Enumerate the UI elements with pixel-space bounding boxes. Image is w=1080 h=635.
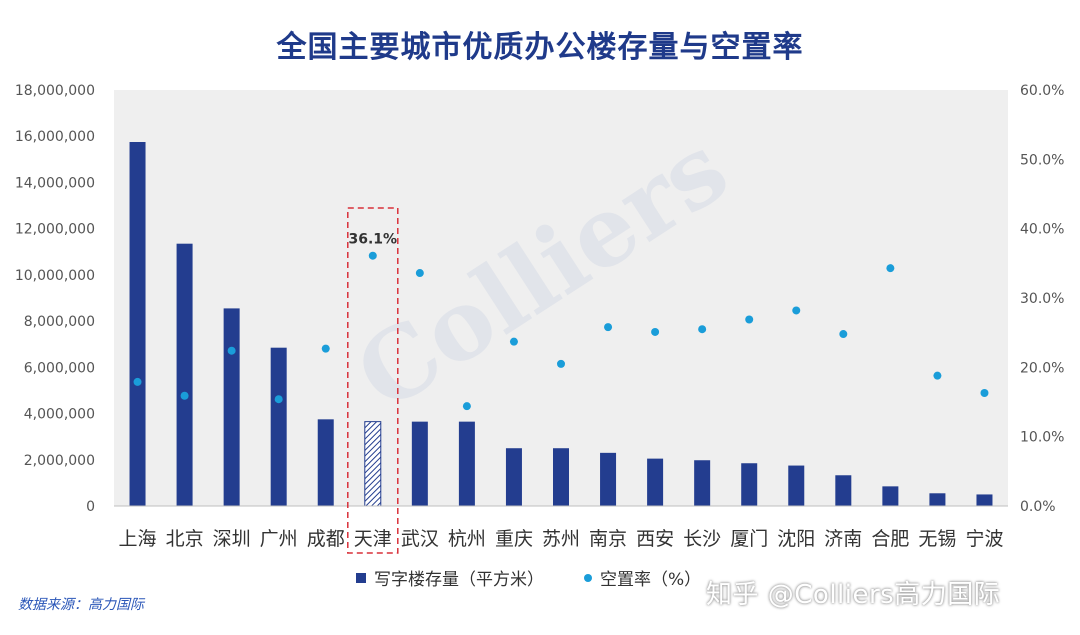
vacancy-point-8: [509, 337, 518, 346]
bar-11: [647, 458, 664, 506]
y-left-tick-label: 4,000,000: [24, 407, 95, 423]
bar-3: [270, 347, 287, 506]
y-left-tick-label: 16,000,000: [15, 129, 95, 145]
vacancy-point-9: [557, 359, 565, 368]
x-tick-label: 苏州: [542, 528, 580, 550]
y-left-tick-label: 12,000,000: [15, 222, 95, 238]
vacancy-point-11: [651, 327, 660, 336]
bar-4: [317, 419, 334, 506]
vacancy-point-18: [980, 388, 989, 397]
x-tick-label: 西安: [636, 528, 674, 550]
y-right-tick-label: 30.0%: [1020, 291, 1064, 307]
vacancy-point-7: [462, 402, 471, 411]
bar-6: [411, 421, 428, 506]
x-tick-label: 深圳: [213, 528, 251, 550]
bar-9: [553, 448, 569, 506]
vacancy-point-5: [368, 251, 377, 260]
x-tick-label: 沈阳: [777, 528, 815, 550]
legend-item-stock: 写字楼存量（平方米）: [356, 565, 544, 590]
chart-title: 全国主要城市优质办公楼存量与空置率: [276, 30, 804, 65]
vacancy-point-15: [839, 330, 848, 339]
y-left-tick-label: 14,000,000: [15, 175, 95, 191]
legend-item-vacancy: 空置率（%）: [584, 565, 701, 590]
bar-5: [364, 421, 382, 507]
bar-13: [741, 463, 758, 506]
watermark-credit: 知乎 @Colliers高力国际: [706, 580, 1001, 610]
bar-0: [129, 142, 146, 506]
vacancy-point-4: [321, 344, 330, 353]
x-tick-label: 宁波: [965, 528, 1003, 550]
x-tick-label: 武汉: [401, 528, 439, 550]
highlight-data-label: 36.1%: [349, 232, 398, 248]
vacancy-point-2: [227, 346, 236, 355]
legend-dot-swatch: [584, 573, 592, 582]
vacancy-point-10: [604, 323, 613, 332]
y-left-tick-label: 10,000,000: [15, 268, 95, 284]
y-right-tick-label: 40.0%: [1020, 222, 1064, 238]
bar-14: [788, 465, 805, 506]
vacancy-point-1: [180, 391, 189, 400]
bar-12: [694, 460, 711, 506]
bar-1: [176, 243, 193, 506]
y-left-tick-label: 2,000,000: [24, 453, 95, 469]
y-left-tick-label: 6,000,000: [24, 360, 95, 376]
bar-8: [505, 448, 522, 506]
vacancy-point-3: [274, 395, 283, 404]
vacancy-point-6: [415, 269, 424, 278]
vacancy-point-13: [745, 315, 754, 324]
x-tick-label: 长沙: [683, 528, 721, 550]
legend-bar-swatch: [356, 572, 366, 583]
bar-7: [458, 421, 475, 506]
bar-10: [600, 452, 617, 506]
x-tick-label: 天津: [354, 528, 392, 550]
bar-17: [929, 493, 946, 506]
y-right-tick-label: 10.0%: [1020, 430, 1064, 446]
vacancy-point-16: [886, 264, 895, 273]
y-right-tick-label: 60.0%: [1020, 83, 1064, 99]
x-tick-label: 合肥: [871, 528, 909, 550]
bar-16: [882, 486, 899, 506]
x-tick-label: 重庆: [495, 528, 533, 550]
vacancy-point-17: [933, 371, 942, 380]
bar-18: [976, 494, 993, 506]
x-tick-label: 北京: [166, 528, 204, 550]
legend-label-stock: 写字楼存量（平方米）: [374, 570, 544, 590]
x-tick-label: 南京: [589, 528, 627, 550]
plot-area: [114, 90, 1008, 506]
chart-legend: 写字楼存量（平方米） 空置率（%）: [356, 565, 701, 590]
y-right-tick-label: 0.0%: [1020, 499, 1056, 515]
bar-15: [835, 475, 852, 506]
y-left-tick-label: 18,000,000: [15, 83, 95, 99]
x-tick-label: 广州: [260, 528, 298, 550]
x-tick-label: 济南: [824, 528, 862, 550]
vacancy-point-14: [792, 306, 801, 315]
y-right-tick-label: 20.0%: [1020, 360, 1064, 376]
highlight-box: [347, 207, 399, 554]
bar-2: [223, 308, 240, 506]
x-tick-label: 厦门: [730, 528, 768, 550]
vacancy-point-0: [133, 377, 142, 386]
x-tick-label: 上海: [119, 528, 157, 550]
vacancy-point-12: [698, 325, 707, 334]
x-tick-label: 杭州: [448, 528, 486, 550]
legend-label-vacancy: 空置率（%）: [600, 570, 702, 590]
y-left-tick-label: 8,000,000: [24, 314, 95, 330]
x-tick-label: 无锡: [918, 528, 956, 550]
data-source-note: 数据来源：高力国际: [18, 597, 144, 613]
x-tick-label: 成都: [307, 528, 345, 550]
y-left-tick-label: 0: [86, 499, 95, 515]
y-right-tick-label: 50.0%: [1020, 152, 1064, 168]
